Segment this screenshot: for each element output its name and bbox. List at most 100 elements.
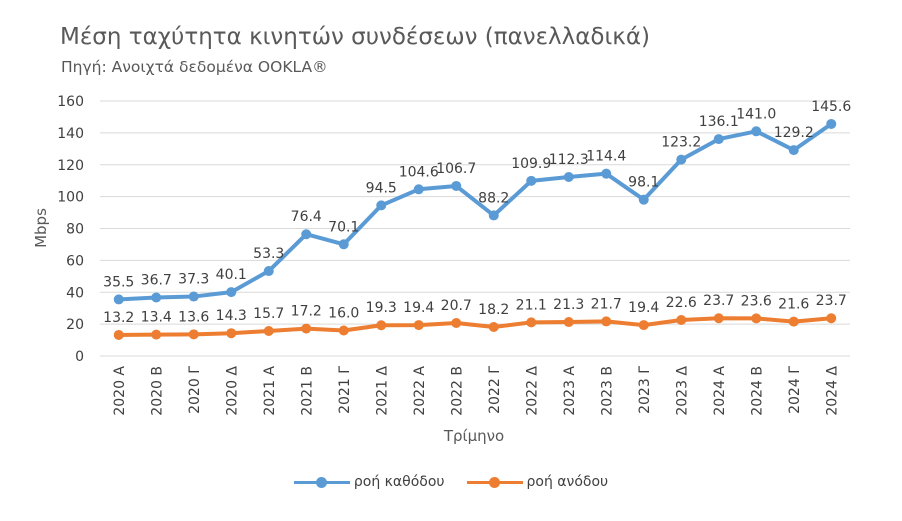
data-label-0: 36.7: [141, 273, 172, 289]
data-point-0: [676, 154, 687, 165]
data-label-0: 145.6: [811, 99, 851, 115]
data-label-1: 13.6: [178, 309, 209, 325]
x-tick-label: 2024 Δ: [824, 366, 840, 416]
y-tick-label: 0: [75, 349, 84, 365]
x-tick-label: 2024 B: [749, 366, 765, 416]
data-point-0: [226, 287, 237, 298]
data-label-1: 19.4: [628, 300, 659, 316]
data-label-1: 17.2: [291, 304, 322, 320]
data-point-1: [113, 329, 124, 340]
line-chart: 0 20 40 60 80 100 120 140 160 2020 A 2020 B 2020 Γ…: [32, 94, 851, 445]
data-label-1: 21.7: [591, 296, 622, 312]
legend-marker-upload: [466, 476, 523, 488]
data-point-1: [638, 320, 649, 331]
data-label-1: 18.2: [478, 302, 509, 318]
data-point-1: [151, 329, 162, 340]
data-label-1: 14.3: [216, 308, 247, 324]
x-tick-label: 2024 Γ: [787, 366, 803, 414]
x-tick-label: 2022 Δ: [524, 366, 540, 416]
chart-subtitle: Πηγή: Ανοιχτά δεδομένα OOKLA®: [61, 58, 328, 76]
x-tick-label: 2020 A: [112, 366, 128, 416]
data-label-1: 19.3: [366, 300, 397, 316]
data-point-0: [563, 172, 574, 183]
data-point-1: [338, 325, 349, 336]
data-label-1: 21.3: [553, 297, 584, 313]
y-axis-ticks: 0 20 40 60 80 100 120 140 160: [57, 94, 84, 365]
data-point-1: [301, 323, 312, 334]
data-point-0: [713, 134, 724, 145]
x-tick-label: 2023 Γ: [637, 366, 653, 414]
legend-label-upload: ροή ανόδου: [526, 474, 609, 490]
data-point-1: [751, 313, 762, 324]
data-point-0: [451, 180, 462, 191]
y-tick-label: 100: [57, 190, 84, 206]
x-tick-label: 2022 Γ: [487, 366, 503, 414]
data-label-1: 23.7: [703, 293, 734, 309]
data-label-0: 141.0: [736, 106, 776, 122]
x-tick-label: 2022 B: [449, 366, 465, 416]
y-tick-label: 60: [66, 253, 84, 269]
y-tick-label: 40: [66, 285, 84, 301]
data-label-1: 23.7: [816, 293, 847, 309]
data-point-1: [488, 321, 499, 332]
data-label-1: 22.6: [666, 295, 697, 311]
data-label-0: 98.1: [628, 175, 659, 191]
legend-item-download: ροή καθόδου: [293, 474, 445, 490]
x-tick-label: 2020 Γ: [187, 366, 203, 414]
data-label-1: 20.7: [441, 298, 472, 314]
data-point-0: [113, 294, 124, 305]
data-label-0: 88.2: [478, 190, 509, 206]
data-label-0: 76.4: [291, 209, 322, 225]
data-label-0: 129.2: [774, 125, 814, 141]
data-label-0: 70.1: [328, 219, 359, 235]
x-tick-label: 2021 B: [299, 366, 315, 416]
data-point-1: [376, 320, 387, 331]
x-tick-label: 2024 A: [712, 366, 728, 416]
x-tick-label: 2020 B: [149, 366, 165, 416]
data-label-1: 16.0: [328, 306, 359, 322]
data-point-1: [563, 317, 574, 328]
data-point-1: [826, 313, 837, 324]
data-point-0: [188, 291, 199, 302]
y-axis-label: Mbps: [32, 208, 50, 248]
x-tick-label: 2022 A: [412, 366, 428, 416]
data-point-0: [638, 194, 649, 205]
data-label-1: 13.2: [103, 310, 134, 326]
data-point-1: [713, 313, 724, 324]
x-tick-label: 2020 Δ: [224, 366, 240, 416]
data-point-1: [188, 329, 199, 340]
series-line-1: [116, 316, 834, 337]
data-label-1: 15.7: [253, 306, 284, 322]
legend: ροή καθόδου ροή ανόδου: [0, 474, 902, 490]
data-label-1: 23.6: [741, 293, 772, 309]
data-point-1: [601, 316, 612, 327]
series-line-0: [116, 121, 834, 302]
data-label-0: 94.5: [366, 180, 397, 196]
data-point-1: [413, 320, 424, 331]
x-tick-label: 2023 B: [599, 366, 615, 416]
series-layer: [113, 118, 837, 340]
y-tick-label: 140: [57, 126, 84, 142]
data-label-1: 21.6: [778, 297, 809, 313]
x-tick-label: 2021 Δ: [374, 366, 390, 416]
data-point-0: [263, 266, 274, 277]
y-tick-label: 160: [57, 94, 84, 110]
gridlines: [100, 100, 850, 357]
data-point-1: [263, 325, 274, 336]
data-label-0: 104.6: [399, 164, 439, 180]
data-label-0: 40.1: [216, 267, 247, 283]
data-label-1: 19.4: [403, 300, 434, 316]
data-label-0: 53.3: [253, 246, 284, 262]
data-label-1: 21.1: [516, 297, 547, 313]
data-point-0: [526, 175, 537, 186]
data-point-0: [751, 126, 762, 137]
x-axis-label: Τρίμηνο: [443, 427, 504, 445]
legend-item-upload: ροή ανόδου: [466, 474, 609, 490]
legend-label-download: ροή καθόδου: [353, 474, 445, 490]
data-label-0: 123.2: [661, 135, 701, 151]
data-label-0: 35.5: [103, 274, 134, 290]
data-label-0: 109.9: [511, 156, 551, 172]
data-point-0: [488, 210, 499, 221]
data-point-1: [226, 328, 237, 339]
data-point-0: [601, 168, 612, 179]
